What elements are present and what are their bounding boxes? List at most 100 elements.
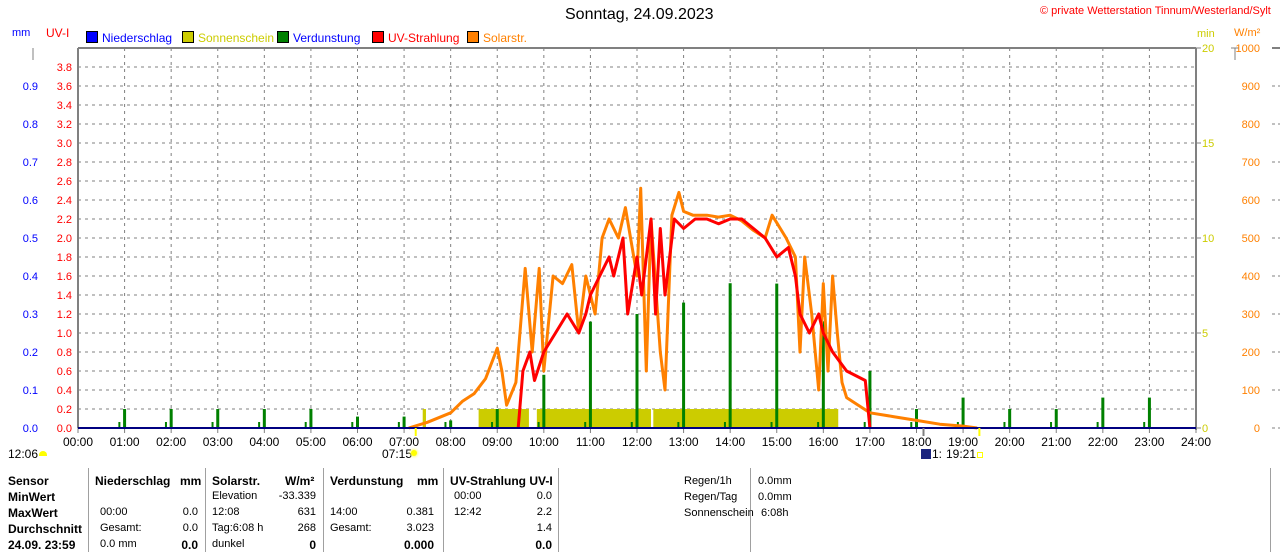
solar-point xyxy=(836,332,839,334)
x-tick-label: 16:00 xyxy=(808,435,838,449)
solar-point xyxy=(671,214,673,216)
x-tick-label: 14:00 xyxy=(715,435,745,449)
uv-point xyxy=(831,351,834,353)
solar-point xyxy=(803,256,806,258)
legend-niederschlag[interactable]: Niederschlag xyxy=(86,31,172,45)
uv-point xyxy=(741,218,743,220)
evaporation-bar xyxy=(1008,409,1012,428)
solar-point xyxy=(785,237,787,239)
evaporation-bar xyxy=(118,422,121,428)
evaporation-bar xyxy=(868,371,872,428)
min-tick-label: 20 xyxy=(1202,43,1214,55)
solar-radiation-line xyxy=(408,186,978,430)
solar-point xyxy=(639,187,642,190)
solar-point xyxy=(515,381,517,384)
evaporation-bar xyxy=(164,422,167,428)
uv-point xyxy=(636,256,638,258)
uv-point xyxy=(729,218,731,220)
sunshine-block xyxy=(653,409,839,428)
wm2-tick-label: 500 xyxy=(1242,233,1260,245)
evaporation-bar xyxy=(821,321,825,428)
legend-label: UV-Strahlung xyxy=(388,31,460,45)
table-cell: 1.4 xyxy=(536,522,552,534)
uv-tick-label: 0.8 xyxy=(57,347,72,359)
uv-point xyxy=(598,275,601,277)
solar-point xyxy=(659,351,662,353)
uv-point xyxy=(808,332,811,334)
evaporation-bar xyxy=(258,422,261,428)
solar-point xyxy=(538,267,540,270)
uv-tick-label: 3.6 xyxy=(57,81,72,93)
evaporation-bar xyxy=(817,422,820,428)
mm-tick-label: 0.7 xyxy=(23,157,38,169)
summary-label: Regen/1h xyxy=(684,475,732,487)
table-cell: 2.2 xyxy=(536,506,552,518)
mm-tick-label: 0.9 xyxy=(23,81,38,93)
uv-point xyxy=(682,227,685,230)
solar-point xyxy=(594,313,596,315)
uv-tick-label: 3.2 xyxy=(57,119,72,131)
solar-point xyxy=(570,263,573,266)
uv-tick-label: 2.4 xyxy=(57,195,72,207)
solar-point xyxy=(531,351,533,353)
uv-tick-label: 1.0 xyxy=(57,328,72,340)
x-tick-label: 19:00 xyxy=(948,435,978,449)
header-uv: UV-Strahlung UV-I xyxy=(450,474,553,488)
wm2-tick-label: 600 xyxy=(1242,195,1260,207)
moonset-time: 1: xyxy=(932,447,943,461)
mm-tick-label: 0.5 xyxy=(23,233,38,245)
sunset-icon xyxy=(977,452,983,458)
wm2-tick-label: 1000 xyxy=(1236,43,1260,55)
mm-tick-label: 0.0 xyxy=(23,423,38,435)
solar-point xyxy=(729,214,731,216)
evaporation-bar xyxy=(635,314,639,428)
table-cell: 12:42 xyxy=(454,506,482,518)
legend-swatch xyxy=(467,31,479,43)
solar-point xyxy=(678,191,680,194)
solar-point xyxy=(938,423,941,426)
table-cell: 0.0 xyxy=(536,490,552,502)
legend-verdunstung[interactable]: Verdunstung xyxy=(277,31,360,45)
evaporation-bar xyxy=(961,397,965,428)
solar-point xyxy=(775,222,778,224)
header-niederschlag-unit: mm xyxy=(180,474,202,488)
uv-point xyxy=(664,294,666,296)
uv-point xyxy=(845,370,848,372)
row-label: MaxWert xyxy=(8,506,58,520)
x-tick-label: 08:00 xyxy=(436,435,466,449)
uv-point xyxy=(752,227,755,230)
solar-point xyxy=(449,412,452,414)
uv-tick-label: 1.8 xyxy=(57,252,72,264)
min-tick-label: 0 xyxy=(1202,423,1208,435)
evaporation-bar xyxy=(216,409,220,428)
uv-tick-label: 1.2 xyxy=(57,309,72,321)
legend-uv-strahlung[interactable]: UV-Strahlung xyxy=(372,31,459,45)
evaporation-bar xyxy=(1143,422,1146,428)
wm2-tick-label: 900 xyxy=(1242,81,1260,93)
table-cell: Gesamt: xyxy=(100,522,142,534)
uv-point xyxy=(694,218,697,220)
x-tick-label: 03:00 xyxy=(203,435,233,449)
uv-point xyxy=(673,218,676,220)
min-tick-label: 5 xyxy=(1202,328,1208,340)
solar-point xyxy=(794,256,797,258)
legend-label: Verdunstung xyxy=(293,31,361,45)
solar-point xyxy=(717,216,720,218)
table-cell: 14:00 xyxy=(330,506,358,518)
unit-wm2: W/m² xyxy=(1234,27,1261,39)
solar-point xyxy=(501,370,503,372)
table-cell: 0.0 xyxy=(535,538,552,552)
sunrise-icon xyxy=(411,450,417,456)
solar-point xyxy=(915,419,918,422)
x-tick-label: 05:00 xyxy=(296,435,326,449)
legend-solarstr[interactable]: Solarstr. xyxy=(467,31,527,45)
wm2-tick-label: 800 xyxy=(1242,119,1260,131)
x-tick-label: 11:00 xyxy=(576,435,605,449)
header-verdunstung: Verdunstung xyxy=(330,474,404,488)
uv-point xyxy=(612,275,615,277)
uv-point xyxy=(608,256,610,258)
header-niederschlag: Niederschlag xyxy=(95,474,171,488)
unit-mm: mm xyxy=(12,27,31,39)
legend-sonnenschein[interactable]: Sonnenschein xyxy=(182,31,274,45)
evaporation-bar xyxy=(775,283,779,428)
